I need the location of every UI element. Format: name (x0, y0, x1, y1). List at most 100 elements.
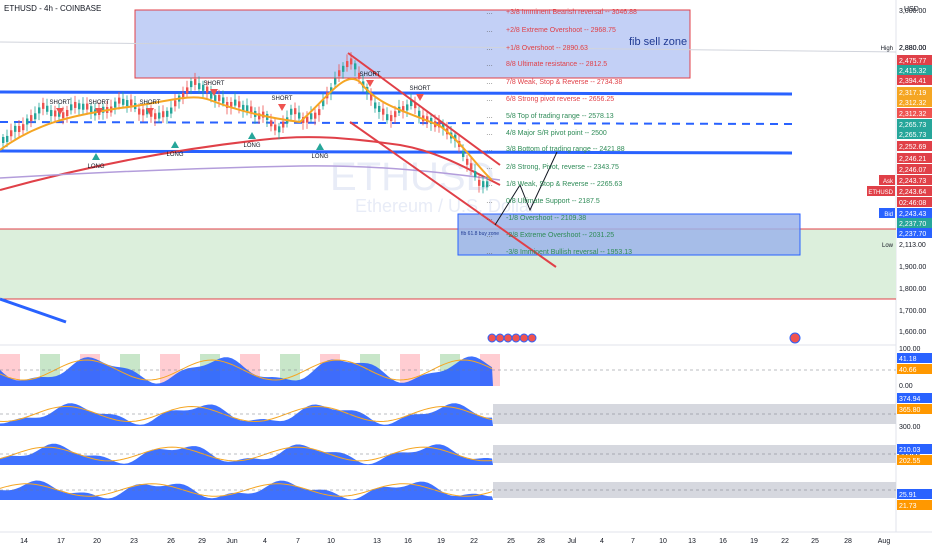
price-tag-value: 2,312.32 (899, 100, 926, 107)
price-tag-value: 2,243.64 (899, 189, 926, 196)
fib-level-label: 5/8 Top of trading range -- 2578.13 (506, 113, 614, 120)
price-tag-caption: High (881, 46, 893, 52)
indicator-tag-box (897, 364, 932, 374)
price-tag-box (897, 87, 932, 97)
fib-level-label: 6/8 Strong pivot reverse -- 2656.25 (506, 96, 614, 103)
time-tick-label: 16 (719, 538, 727, 545)
time-tick-label: 14 (20, 538, 28, 545)
candle-body (194, 78, 197, 85)
candle-body (410, 100, 413, 107)
candle-body (438, 121, 441, 128)
candle-body (46, 105, 49, 112)
candle-body (338, 70, 341, 77)
price-tag-box (897, 129, 932, 139)
signal-short-label: SHORT (204, 81, 225, 87)
fib-level-dots: … (486, 130, 493, 137)
candle-body (486, 181, 489, 188)
signal-long-label: LONG (87, 164, 104, 170)
fib-level-label: 8/8 Ultimate resistance -- 2812.5 (506, 61, 607, 68)
indicator-future-band (493, 482, 896, 498)
candle-body (314, 112, 317, 119)
candle-body (442, 122, 445, 129)
candle-body (158, 112, 161, 119)
candle-body (166, 110, 169, 117)
time-tick-label: 16 (404, 538, 412, 545)
indicator-tag-value: 40.66 (899, 367, 917, 374)
price-tag-value: 2,246.21 (899, 156, 926, 163)
candle-body (350, 58, 353, 65)
indicator-tag-box (897, 489, 932, 499)
price-tag-box (897, 119, 932, 129)
candle-body (346, 61, 349, 68)
price-tag-box (897, 197, 932, 207)
fib-level-dots: … (486, 45, 493, 52)
price-tag-value: 2,312.32 (899, 111, 926, 118)
candle-body (242, 104, 245, 111)
indicator-tag-value: 21.73 (899, 503, 917, 510)
fib-level-dots: … (486, 181, 493, 188)
candle-body (182, 93, 185, 100)
candle-body (90, 106, 93, 113)
long-marker (92, 153, 100, 160)
candle-body (42, 102, 45, 109)
short-marker (278, 104, 286, 111)
candle-body (150, 110, 153, 117)
candle-body (222, 97, 225, 104)
price-tick-label: 2,880.00 (899, 45, 926, 52)
price-tag-value: 2,252.69 (899, 144, 926, 151)
signal-short-label: SHORT (50, 100, 71, 106)
time-tick-label: 13 (688, 538, 696, 545)
price-tag-box (897, 153, 932, 163)
time-tick-label: 28 (537, 538, 545, 545)
candle-body (342, 65, 345, 72)
candle-body (290, 108, 293, 115)
support-level-line (0, 149, 793, 155)
candle-body (318, 109, 321, 116)
candle-body (478, 179, 481, 186)
price-tag-value: 02:46:08 (899, 200, 926, 207)
fib-level-dots: … (486, 215, 493, 222)
long-marker (248, 132, 256, 139)
short-marker (416, 94, 424, 101)
candle-body (114, 101, 117, 108)
candle-body (270, 120, 273, 127)
time-tick-label: 4 (263, 538, 267, 545)
fib-level-dots: … (486, 79, 493, 86)
price-tick-label: 1,600.00 (899, 329, 926, 336)
time-tick-label: 28 (844, 538, 852, 545)
signal-short-label: SHORT (410, 86, 431, 92)
candle-body (174, 100, 177, 107)
indicator-line (0, 405, 493, 423)
price-tag-value: 2,243.43 (899, 211, 926, 218)
fib-level-dots: … (486, 198, 493, 205)
long-marker (171, 141, 179, 148)
fib-level-label: 4/8 Major S/R pivot point -- 2500 (506, 130, 607, 137)
fib-level-label: -2/8 Extreme Overshoot -- 2031.25 (506, 232, 614, 239)
time-tick-label: 29 (198, 538, 206, 545)
candle-body (426, 116, 429, 123)
symbol-title: ETHUSD - 4h - COINBASE (4, 4, 102, 13)
signal-short-label: SHORT (89, 100, 110, 106)
indicator-tag-box (897, 444, 932, 454)
price-tag-box (897, 108, 932, 118)
price-tag-caption-box (867, 186, 895, 196)
indicator-tag-value: 202.55 (899, 458, 921, 465)
sell-zone-label: fib sell zone (629, 36, 688, 48)
candle-body (402, 106, 405, 113)
fib-level-dots: … (486, 164, 493, 171)
long-marker (316, 143, 324, 150)
candle-body (358, 72, 361, 79)
time-tick-label: 7 (296, 538, 300, 545)
indicator-tag-box (897, 353, 932, 363)
candle-body (386, 114, 389, 121)
price-tag-box (897, 141, 932, 151)
candle-body (414, 102, 417, 109)
buy-zone-label: fib 61.8 buy zone (461, 231, 500, 237)
price-tag-box (897, 55, 932, 65)
candle-body (382, 108, 385, 115)
old-trend-line (0, 297, 67, 324)
time-tick-label: 20 (93, 538, 101, 545)
candle-body (146, 108, 149, 115)
price-tag-value: 2,265.73 (899, 122, 926, 129)
